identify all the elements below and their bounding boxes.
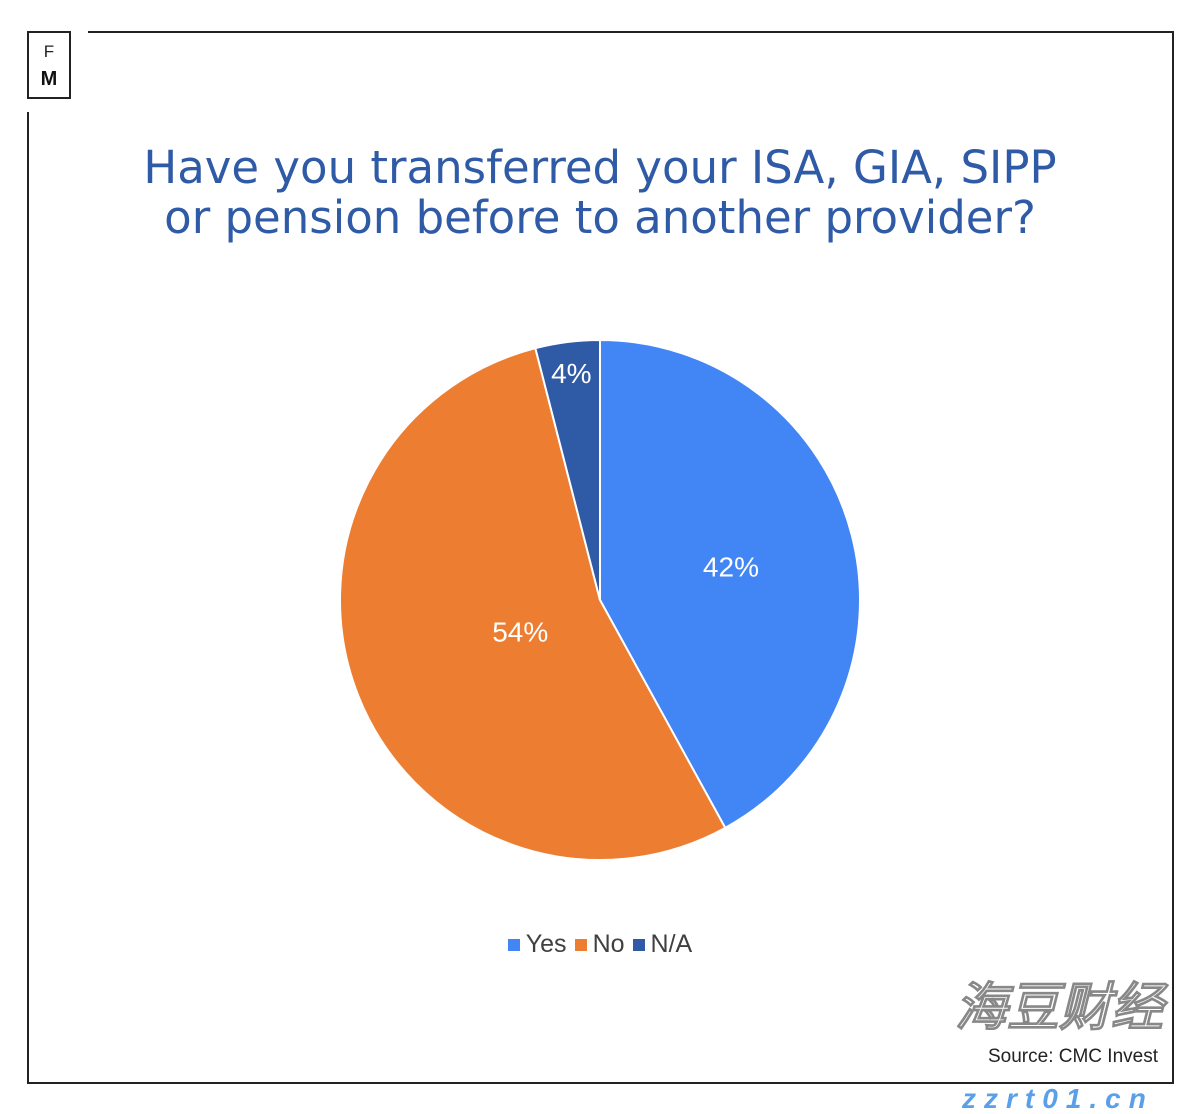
- chart-title-line-2: or pension before to another provider?: [164, 191, 1036, 244]
- legend-item: N/A: [632, 930, 693, 958]
- pie-slice-yes: [599, 338, 861, 830]
- chart-frame: [27, 31, 1174, 1084]
- source-note: Source: CMC Invest: [988, 1046, 1158, 1067]
- legend-label: Yes: [525, 930, 567, 958]
- pie-slice-na: [534, 338, 601, 601]
- legend-swatch: [632, 939, 645, 951]
- chart-title: Have you transferred your ISA, GIA, SIPP…: [0, 143, 1200, 243]
- legend-item: No: [574, 930, 625, 958]
- data-label: 42%: [703, 551, 759, 582]
- legend-item: Yes: [507, 930, 567, 958]
- legend: Yes No N/A: [0, 929, 1200, 959]
- legend-label: No: [592, 930, 625, 958]
- watermark-chinese: 海豆财经: [954, 979, 1164, 1038]
- legend-label: N/A: [650, 930, 693, 958]
- watermark: zzrt01.cn: [962, 1083, 1154, 1114]
- data-label: 54%: [492, 617, 548, 648]
- legend-swatch: [574, 939, 587, 951]
- logo-letter-m: M: [40, 68, 58, 90]
- legend-swatch: [507, 939, 520, 951]
- logo-letter-f: F: [43, 42, 55, 61]
- data-label: 4%: [551, 358, 591, 389]
- chart-title-line-1: Have you transferred your ISA, GIA, SIPP: [143, 141, 1057, 194]
- fm-logo: F M: [27, 31, 71, 99]
- pie-slice-no: [339, 346, 727, 861]
